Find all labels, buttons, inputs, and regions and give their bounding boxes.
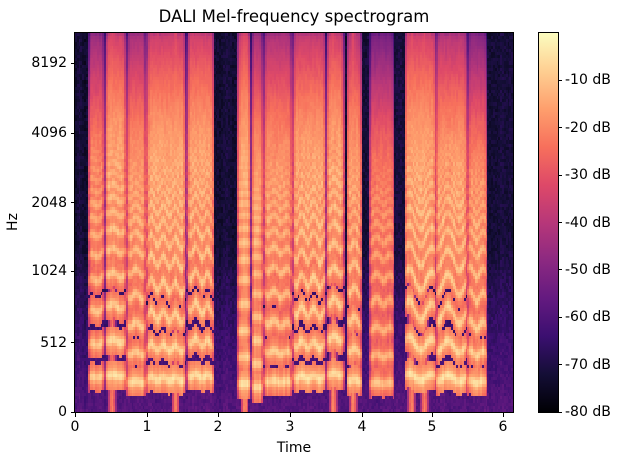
y-tick-label: 1024 bbox=[31, 263, 67, 279]
colorbar-tick-mark bbox=[558, 222, 562, 223]
colorbar-tick-label: -50 dB bbox=[565, 261, 611, 278]
x-tick-label: 2 bbox=[213, 419, 223, 435]
colorbar-tick-mark bbox=[558, 316, 562, 318]
y-tick-mark bbox=[70, 62, 75, 64]
x-tick-mark bbox=[502, 413, 504, 417]
x-tick-label: 0 bbox=[70, 419, 80, 435]
colorbar-tick-mark bbox=[558, 269, 562, 271]
x-tick-mark bbox=[431, 413, 433, 417]
colorbar-tick-mark bbox=[558, 364, 562, 366]
y-tick-label: 2048 bbox=[31, 194, 67, 211]
colorbar-tick-label: -20 dB bbox=[565, 119, 611, 136]
y-tick-mark bbox=[70, 202, 75, 204]
y-tick-label: 512 bbox=[40, 334, 67, 351]
y-tick-mark bbox=[70, 342, 75, 344]
x-tick-mark bbox=[217, 413, 219, 417]
colorbar-tick-mark bbox=[558, 174, 562, 176]
spectrogram-plot bbox=[74, 32, 514, 413]
colorbar-tick-label: -40 dB bbox=[565, 214, 611, 231]
colorbar-tick-mark bbox=[558, 127, 562, 129]
colorbar-gradient bbox=[538, 32, 559, 413]
x-axis-label: Time bbox=[276, 440, 312, 456]
colorbar-tick-label: -70 dB bbox=[565, 356, 611, 373]
x-tick-mark bbox=[289, 413, 291, 417]
y-tick-label: 4096 bbox=[31, 125, 67, 142]
x-tick-mark bbox=[361, 413, 363, 417]
x-tick-label: 4 bbox=[357, 419, 367, 435]
y-tick-label: 8192 bbox=[31, 55, 67, 72]
colorbar-tick-label: -60 dB bbox=[565, 309, 611, 326]
x-tick-mark bbox=[146, 413, 148, 417]
colorbar-tick-label: -10 dB bbox=[565, 72, 611, 89]
y-tick-mark bbox=[70, 270, 75, 272]
y-tick-mark bbox=[70, 132, 75, 134]
x-tick-label: 5 bbox=[427, 419, 437, 435]
x-tick-label: 6 bbox=[498, 419, 508, 435]
y-tick-label: 0 bbox=[58, 404, 67, 420]
spectrogram-canvas bbox=[75, 33, 513, 412]
x-tick-label: 1 bbox=[142, 419, 152, 435]
y-axis-label: Hz bbox=[5, 213, 21, 231]
x-tick-label: 3 bbox=[285, 419, 295, 435]
colorbar-tick-label: -80 dB bbox=[565, 404, 611, 420]
y-tick-mark bbox=[70, 411, 75, 413]
colorbar-tick-mark bbox=[558, 411, 562, 413]
colorbar-tick-mark bbox=[558, 79, 562, 81]
colorbar-tick-label: -30 dB bbox=[565, 167, 611, 184]
x-tick-mark bbox=[74, 413, 76, 417]
chart-title: DALI Mel-frequency spectrogram bbox=[158, 7, 430, 26]
